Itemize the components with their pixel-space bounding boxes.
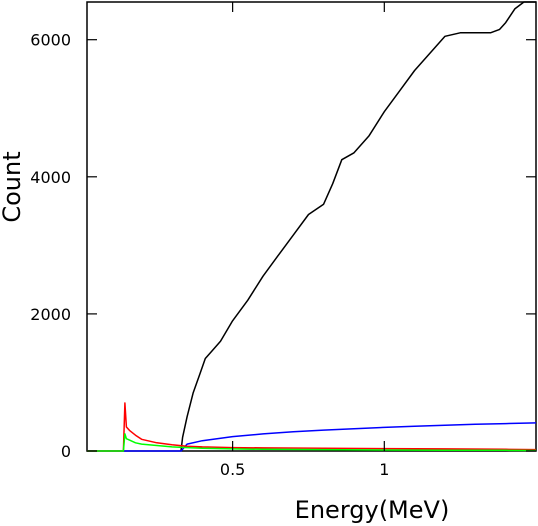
series-line-3 (87, 402, 537, 452)
y-axis-title: Count (0, 151, 26, 222)
tick-layer: 0.5 1 0 2000 4000 6000 (30, 2, 536, 479)
x-axis-title: Energy(MeV) (295, 496, 450, 524)
y-tick-label: 0 (61, 442, 71, 461)
series-line-1 (180, 1, 536, 452)
x-tick-label: 0.5 (220, 460, 245, 479)
y-tick-label: 4000 (30, 168, 71, 187)
plot-frame (86, 1, 537, 452)
y-tick-label: 6000 (30, 31, 71, 50)
series-line-2 (87, 422, 537, 452)
series-line-4 (87, 433, 537, 452)
y-tick-label: 2000 (30, 305, 71, 324)
x-tick-label: 1 (379, 460, 389, 479)
series-layer (87, 1, 537, 452)
